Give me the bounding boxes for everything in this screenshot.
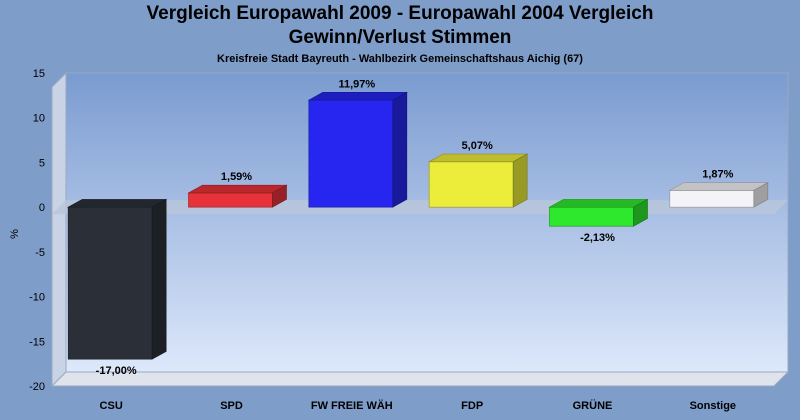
category-label: SPD [220,400,243,412]
data-label: 5,07% [462,140,493,152]
bar-side [392,91,408,208]
category-label: CSU [100,400,123,412]
y-tick-label: 10 [33,113,45,125]
bar-top [67,199,168,208]
bar-front [549,206,634,227]
bar: 11,97% [307,78,408,208]
chart-title: Vergleich Europawahl 2009 - Europawahl 2… [146,3,654,24]
category-label: FDP [461,400,483,412]
data-label: 1,87% [702,169,733,181]
y-tick-label: -10 [29,292,45,304]
bar: -2,13% [548,198,649,244]
data-label: -17,00% [96,365,137,377]
bar-side [633,198,648,227]
bar-front [188,192,273,208]
chart-subtitle: Gewinn/Verlust Stimmen [288,27,512,48]
plot-area [50,71,790,388]
bar: 1,59% [187,171,288,208]
bar: 5,07% [428,140,529,208]
y-tick-label: -15 [29,336,45,348]
bar-top [548,199,649,208]
y-axis: 15 10 5 0 -5 -10 -15 -20 [29,68,45,393]
bar-side [272,184,287,208]
y-tick-label: 5 [39,157,45,169]
y-tick-label: 0 [39,202,45,214]
chart-subsubtitle: Kreisfreie Stadt Bayreuth - Wahlbezirk G… [217,53,583,65]
y-tick-label: -20 [29,381,45,393]
plot-floor [50,371,790,387]
bar-top [668,182,769,191]
category-label: Sonstige [690,400,736,412]
bars-group: -17,00% 1,59% 11,97% 5,07% -2,13% 1,87% [67,78,769,377]
y-axis-label: % [9,229,21,239]
bar-side [512,153,528,208]
bar-top [307,92,408,101]
bar-front [67,206,153,360]
bar-top [428,153,529,163]
bar: 1,87% [668,169,769,208]
data-label: 11,97% [338,78,375,90]
bar-side [753,182,769,208]
bar: -17,00% [67,198,168,377]
plot-side-wall [51,71,67,388]
bar-front [428,161,514,208]
plot-back-wall [65,72,789,373]
y-tick-label: -5 [35,247,45,259]
bar-top [187,184,288,194]
x-axis: CSU SPD FW FREIE WÄH FDP GRÜNE Sonstige [100,399,737,412]
bar-side [151,198,167,360]
bar-front [308,99,394,208]
y-tick-label: 15 [33,68,45,80]
category-label: FW FREIE WÄH [311,399,393,412]
data-label: 1,59% [221,171,252,183]
category-label: GRÜNE [573,399,613,412]
data-label: -2,13% [580,232,615,244]
bar-front [669,190,755,208]
